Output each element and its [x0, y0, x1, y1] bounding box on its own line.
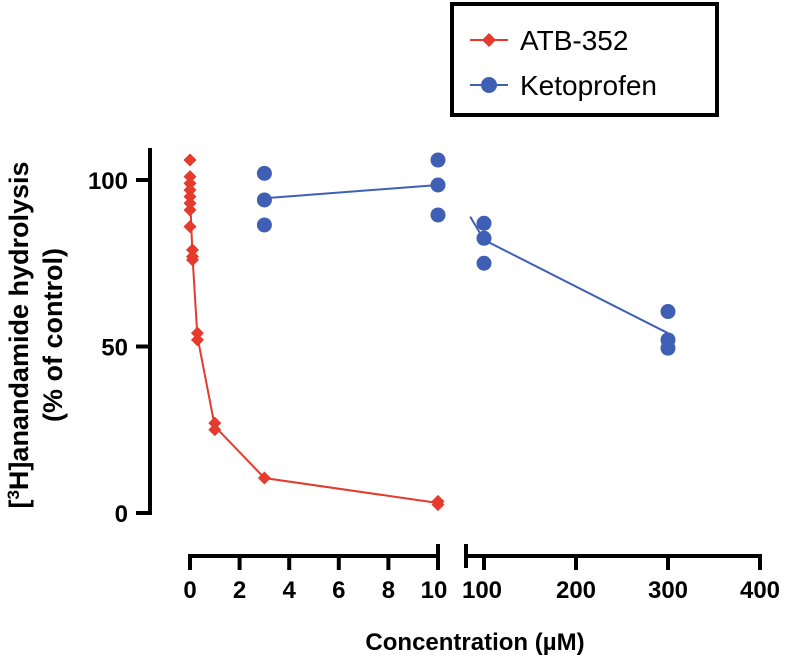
- x-tick-label: 300: [648, 577, 688, 604]
- legend: ATB-352 Ketoprofen: [450, 2, 719, 117]
- ketoprofen-point: [476, 230, 492, 246]
- atb-352-point: [183, 190, 197, 204]
- atb-352-point: [185, 253, 199, 267]
- ketoprofen-point: [256, 192, 272, 208]
- ketoprofen-point: [256, 217, 272, 233]
- ketoprofen-point: [256, 165, 272, 181]
- x-tick-label: 2: [233, 577, 246, 604]
- atb-352-point: [185, 243, 199, 257]
- series-points: [183, 152, 676, 512]
- ketoprofen-line-segment: [264, 184, 439, 200]
- x-tick-label: 0: [183, 577, 196, 604]
- atb-352-point: [183, 183, 197, 197]
- atb-352-point: [431, 498, 445, 512]
- ketoprofen-point: [660, 340, 676, 356]
- atb-352-point: [257, 471, 271, 485]
- ketoprofen-point: [660, 304, 676, 320]
- ketoprofen-point: [430, 207, 446, 223]
- legend-marker-atb-352: [482, 33, 496, 47]
- ketoprofen-point: [476, 215, 492, 231]
- y-tick-label: 50: [101, 335, 128, 362]
- x-tick-label: 8: [382, 577, 395, 604]
- atb-352-point: [183, 176, 197, 190]
- x-tick-label: 100: [462, 577, 502, 604]
- y-axis-label-prefix: [: [4, 500, 34, 509]
- legend-box: [450, 2, 719, 117]
- atb-352-line: [189, 193, 439, 504]
- ketoprofen-point: [430, 152, 446, 168]
- atb-352-point: [183, 196, 197, 210]
- y-axis-label-line2: (% of control): [38, 248, 68, 422]
- atb-352-point: [190, 333, 204, 347]
- atb-352-point: [208, 416, 222, 430]
- y-tick-label: 100: [88, 168, 128, 195]
- x-tick-label: 400: [740, 577, 780, 604]
- legend-label-atb-352: ATB-352: [520, 25, 628, 56]
- x-tick-label: 4: [283, 577, 297, 604]
- x-tick-label: 6: [332, 577, 345, 604]
- ketoprofen-line-segment: [469, 216, 669, 335]
- y-axis-label-superscript: 3: [4, 490, 23, 499]
- atb-352-point: [183, 170, 197, 184]
- legend-marker-ketoprofen: [481, 77, 497, 93]
- ketoprofen-point: [476, 255, 492, 271]
- atb-352-point: [183, 203, 197, 217]
- atb-352-point: [183, 220, 197, 234]
- x-tick-label: 10: [421, 577, 448, 604]
- y-tick-label: 0: [115, 501, 128, 528]
- y-axis-label: [3H]anandamide hydrolysis (% of control): [4, 161, 69, 508]
- y-axis-label-main: H]anandamide hydrolysis: [4, 161, 34, 490]
- series-lines: [189, 184, 669, 504]
- axes: 0 50 100 0 2 4 6 8 10 100 200 300 400: [88, 148, 780, 604]
- svg-text:[3H]anandamide hydrolysis: [3H]anandamide hydrolysis: [4, 161, 35, 508]
- atb-352-point: [183, 153, 197, 167]
- x-tick-label: 200: [556, 577, 596, 604]
- x-axis-title: Concentration (µM): [365, 629, 584, 656]
- ketoprofen-point: [430, 177, 446, 193]
- atb-352-point: [208, 423, 222, 437]
- atb-352-point: [190, 326, 204, 340]
- legend-label-ketoprofen: Ketoprofen: [520, 70, 657, 101]
